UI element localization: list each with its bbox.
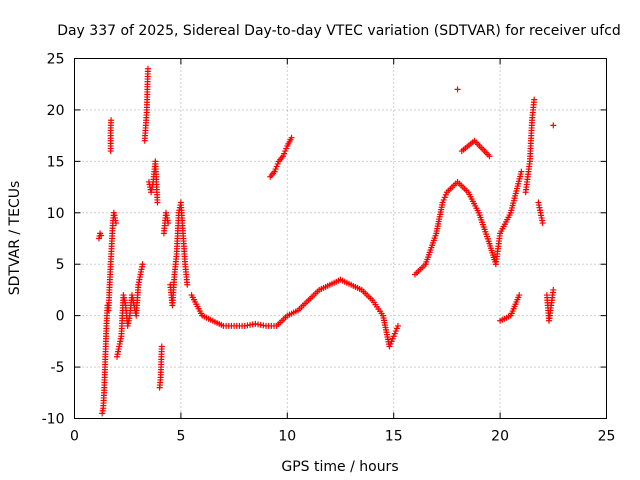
x-tick-labels: 0 5 10 15 20 25	[70, 429, 615, 445]
data-point	[550, 286, 557, 293]
grid-lines	[74, 58, 607, 419]
data-point	[550, 122, 557, 129]
series-morning-spikes	[114, 65, 191, 391]
series-midday-trough	[188, 276, 401, 350]
data-point	[516, 292, 523, 299]
data-point	[158, 343, 165, 350]
x-tick-label: 20	[491, 429, 509, 445]
x-tick-label: 25	[598, 429, 616, 445]
y-axis-label: SDTVAR / TECUs	[7, 181, 23, 296]
data-point	[518, 168, 525, 175]
data-point	[531, 96, 538, 103]
data-point	[98, 232, 105, 239]
y-tick-label: 0	[56, 309, 65, 325]
data-marks	[95, 65, 557, 417]
series-evening-loops	[411, 86, 557, 324]
data-point	[108, 117, 115, 124]
data-point	[394, 322, 401, 329]
data-point	[112, 220, 119, 227]
x-tick-label: 15	[385, 429, 403, 445]
y-tick-label: 10	[47, 206, 65, 222]
y-tick-label: -10	[42, 412, 65, 428]
x-tick-label: 5	[176, 429, 185, 445]
y-tick-label: 25	[47, 52, 65, 68]
y-tick-label: 5	[56, 257, 65, 273]
x-tick-label: 10	[278, 429, 296, 445]
series-early-start	[95, 117, 119, 417]
data-point	[139, 261, 146, 268]
data-point	[539, 220, 546, 227]
data-point	[454, 86, 461, 93]
data-point	[165, 220, 172, 227]
axis-ticks	[74, 58, 607, 419]
x-tick-label: 0	[70, 429, 79, 445]
data-point	[144, 65, 151, 72]
series-ramp-at-10h	[267, 134, 295, 180]
data-point	[154, 199, 161, 206]
y-tick-label: 15	[47, 154, 65, 170]
y-tick-labels: -10 -5 0 5 10 15 20 25	[42, 52, 65, 428]
x-axis-label: GPS time / hours	[281, 459, 398, 475]
data-point	[486, 153, 493, 160]
plot-frame	[74, 58, 607, 419]
data-point	[184, 281, 191, 288]
chart-title: Day 337 of 2025, Sidereal Day-to-day VTE…	[57, 23, 621, 39]
y-tick-label: -5	[51, 360, 65, 376]
y-tick-label: 20	[47, 103, 65, 119]
data-point	[288, 134, 295, 141]
